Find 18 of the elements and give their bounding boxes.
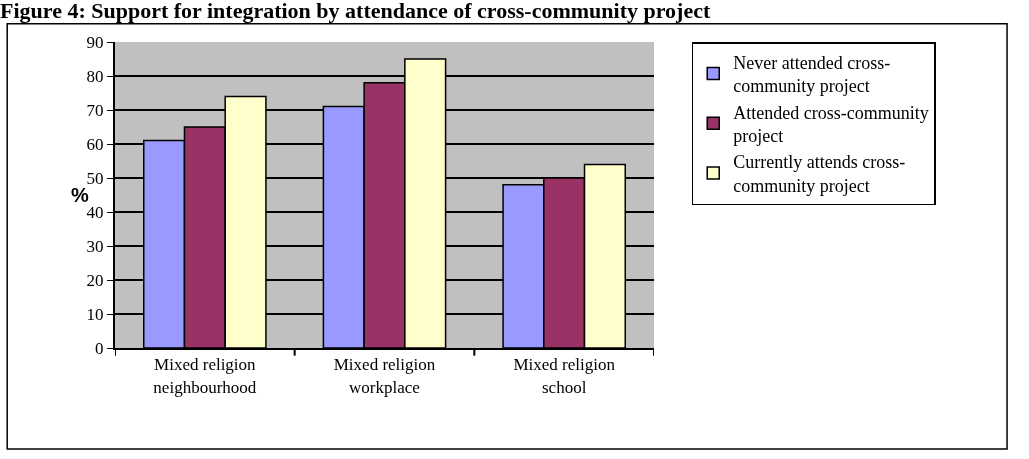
legend-label: Attended cross-community project xyxy=(733,102,929,146)
x-tick-label: Mixed religion school xyxy=(513,355,616,397)
y-tick-label: 40 xyxy=(86,202,104,222)
y-tick-label: 60 xyxy=(86,134,104,154)
legend-label: Never attended cross- community project xyxy=(733,52,891,97)
y-tick-label: 90 xyxy=(86,32,104,52)
x-tick-label: Mixed religion workplace xyxy=(333,355,436,397)
y-tick-label: 70 xyxy=(86,100,104,120)
y-tick-label: 20 xyxy=(86,270,104,290)
y-tick-label: 80 xyxy=(86,66,104,86)
x-tick-label: Mixed religion neighbourhood xyxy=(153,355,257,397)
y-axis-title: % xyxy=(71,184,89,206)
y-tick-label: 30 xyxy=(86,236,104,256)
y-tick-label: 50 xyxy=(86,168,104,188)
y-tick-label: 10 xyxy=(86,304,104,324)
legend-label: Currently attends cross- community project xyxy=(733,152,906,196)
chart-title: Figure 4: Support for integration by attendance of cross-community project xyxy=(0,0,711,23)
y-tick-label: 0 xyxy=(95,338,104,358)
